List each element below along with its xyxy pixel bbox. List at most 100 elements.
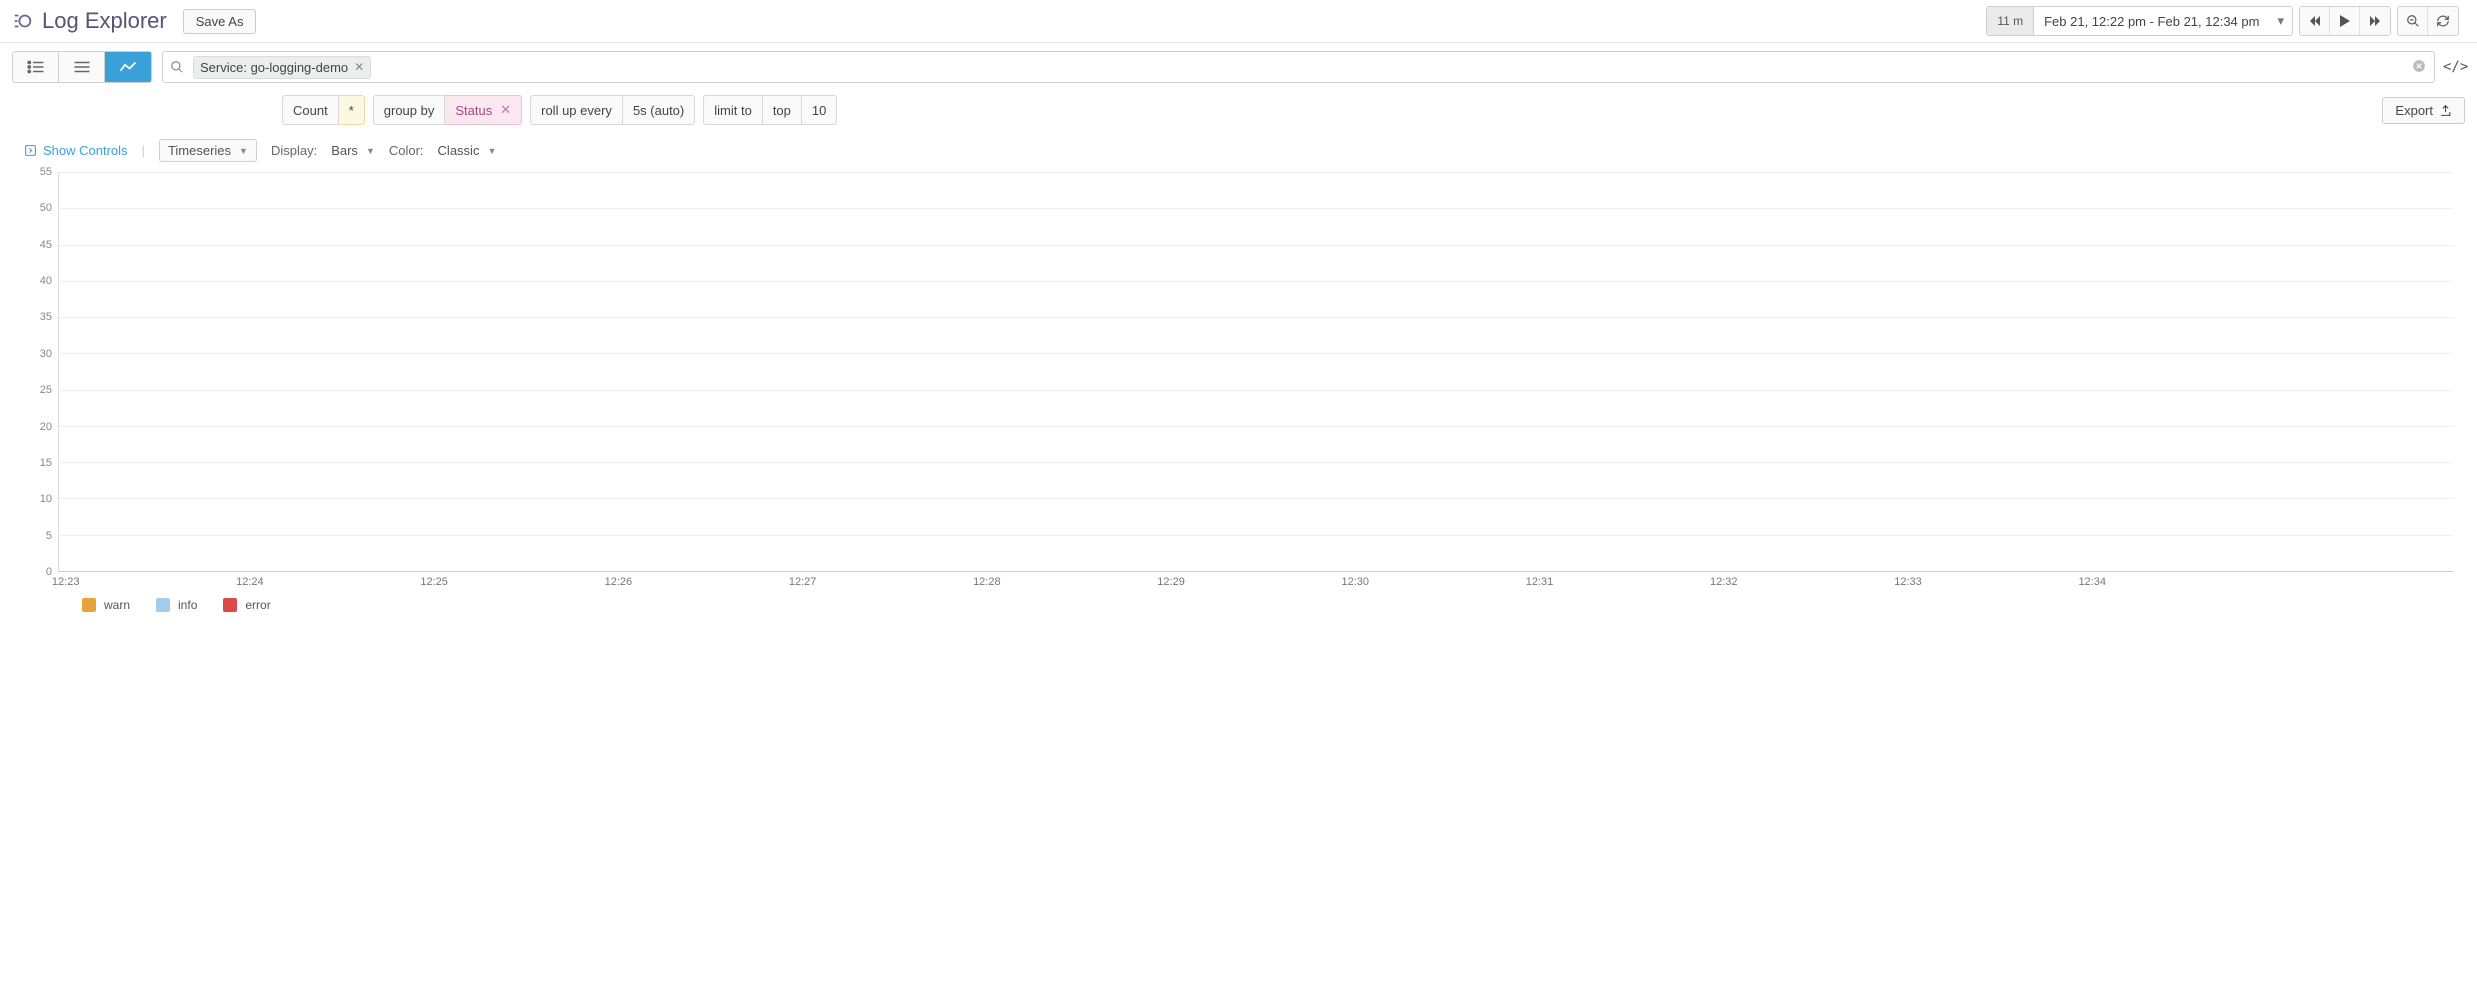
chart-legend: warn info error xyxy=(82,588,2453,632)
y-tick: 40 xyxy=(40,275,52,287)
legend-swatch xyxy=(223,598,237,612)
color-value: Classic xyxy=(438,143,480,158)
x-tick: 12:25 xyxy=(420,576,448,588)
count-pill-group: Count * xyxy=(282,95,365,125)
logo-block: Log Explorer xyxy=(12,8,167,34)
query-toolbar: Service: go-logging-demo ✕ </> xyxy=(0,43,2477,91)
log-explorer-icon xyxy=(12,10,34,32)
code-toggle-button[interactable]: </> xyxy=(2443,59,2465,75)
y-tick: 35 xyxy=(40,311,52,323)
filter-chip-label: Service: go-logging-demo xyxy=(200,60,348,75)
x-tick: 12:28 xyxy=(973,576,1001,588)
search-bar[interactable]: Service: go-logging-demo ✕ xyxy=(162,51,2435,83)
export-icon xyxy=(2439,104,2452,117)
view-compact-list-button[interactable] xyxy=(59,52,105,82)
filter-chip-remove-icon[interactable]: ✕ xyxy=(354,60,364,74)
groupby-value-text: Status xyxy=(455,103,492,118)
clear-search-icon[interactable] xyxy=(2410,59,2428,76)
search-icon xyxy=(169,60,185,74)
count-label-pill[interactable]: Count xyxy=(282,95,339,125)
y-tick: 5 xyxy=(46,530,52,542)
x-tick: 12:30 xyxy=(1342,576,1370,588)
y-tick: 25 xyxy=(40,384,52,396)
limit-dir-pill[interactable]: top xyxy=(763,95,802,125)
time-range-picker[interactable]: 11 m Feb 21, 12:22 pm - Feb 21, 12:34 pm… xyxy=(1986,6,2293,36)
x-tick: 12:29 xyxy=(1157,576,1185,588)
viz-type-value: Timeseries xyxy=(168,143,231,158)
limit-n-pill[interactable]: 10 xyxy=(802,95,837,125)
groupby-label-pill[interactable]: group by xyxy=(373,95,446,125)
time-range-text: Feb 21, 12:22 pm - Feb 21, 12:34 pm xyxy=(2034,14,2269,29)
export-button[interactable]: Export xyxy=(2382,97,2465,124)
x-tick: 12:27 xyxy=(789,576,817,588)
y-tick: 45 xyxy=(40,239,52,251)
x-tick: 12:24 xyxy=(236,576,264,588)
viz-type-select[interactable]: Timeseries ▼ xyxy=(159,139,257,162)
display-select[interactable]: Bars ▼ xyxy=(331,143,375,158)
expand-icon xyxy=(24,144,37,157)
x-tick: 12:31 xyxy=(1526,576,1554,588)
top-header: Log Explorer Save As 11 m Feb 21, 12:22 … xyxy=(0,0,2477,43)
zoom-out-button[interactable] xyxy=(2398,7,2428,35)
chart-container: 0510152025303540455055 12:2312:2412:2512… xyxy=(0,172,2477,642)
time-duration-badge: 11 m xyxy=(1987,7,2034,35)
show-controls-text: Show Controls xyxy=(43,143,128,158)
save-as-button[interactable]: Save As xyxy=(183,9,257,34)
rollup-label-pill[interactable]: roll up every xyxy=(530,95,623,125)
y-axis: 0510152025303540455055 xyxy=(24,172,58,572)
page-title: Log Explorer xyxy=(42,8,167,34)
legend-label: info xyxy=(178,598,197,612)
legend-label: warn xyxy=(104,598,130,612)
limit-label-pill[interactable]: limit to xyxy=(703,95,763,125)
display-value: Bars xyxy=(331,143,358,158)
chevron-down-icon: ▼ xyxy=(366,146,375,156)
view-toggle-group xyxy=(12,51,152,83)
time-step-back-button[interactable] xyxy=(2300,7,2330,35)
count-value-pill[interactable]: * xyxy=(339,95,365,125)
color-label: Color: xyxy=(389,143,424,158)
x-axis: 12:2312:2412:2512:2612:2712:2812:2912:30… xyxy=(58,572,2453,588)
export-label: Export xyxy=(2395,103,2433,118)
aggregation-row: Count * group by Status ✕ roll up every … xyxy=(0,91,2477,135)
x-tick: 12:33 xyxy=(1894,576,1922,588)
legend-item-warn[interactable]: warn xyxy=(82,598,130,612)
rollup-value-pill[interactable]: 5s (auto) xyxy=(623,95,695,125)
x-tick: 12:34 xyxy=(2078,576,2106,588)
y-tick: 15 xyxy=(40,457,52,469)
y-tick: 55 xyxy=(40,166,52,178)
x-tick: 12:32 xyxy=(1710,576,1738,588)
y-tick: 50 xyxy=(40,202,52,214)
chevron-down-icon: ▼ xyxy=(487,146,496,156)
chart-config-row: Show Controls | Timeseries ▼ Display: Ba… xyxy=(0,135,2477,172)
bars-layer xyxy=(59,172,2453,571)
time-play-button[interactable] xyxy=(2330,7,2360,35)
color-select[interactable]: Classic ▼ xyxy=(438,143,497,158)
x-tick: 12:23 xyxy=(52,576,80,588)
view-list-button[interactable] xyxy=(13,52,59,82)
chevron-down-icon: ▼ xyxy=(239,146,248,156)
time-nav-group xyxy=(2299,6,2391,36)
limit-pill-group: limit to top 10 xyxy=(703,95,837,125)
y-tick: 10 xyxy=(40,493,52,505)
rollup-pill-group: roll up every 5s (auto) xyxy=(530,95,695,125)
refresh-button[interactable] xyxy=(2428,7,2458,35)
chart-area: 0510152025303540455055 xyxy=(24,172,2453,572)
zoom-refresh-group xyxy=(2397,6,2459,36)
legend-item-info[interactable]: info xyxy=(156,598,197,612)
y-tick: 30 xyxy=(40,348,52,360)
chart-plot[interactable] xyxy=(58,172,2453,572)
legend-item-error[interactable]: error xyxy=(223,598,270,612)
legend-swatch xyxy=(156,598,170,612)
legend-swatch xyxy=(82,598,96,612)
groupby-pill-group: group by Status ✕ xyxy=(373,95,522,125)
filter-chip-service[interactable]: Service: go-logging-demo ✕ xyxy=(193,56,371,79)
groupby-remove-icon[interactable]: ✕ xyxy=(500,102,511,118)
x-tick: 12:26 xyxy=(605,576,633,588)
time-step-forward-button[interactable] xyxy=(2360,7,2390,35)
view-timeseries-button[interactable] xyxy=(105,52,151,82)
display-label: Display: xyxy=(271,143,317,158)
groupby-value-pill[interactable]: Status ✕ xyxy=(445,95,522,125)
show-controls-link[interactable]: Show Controls xyxy=(24,143,128,158)
time-range-caret-icon[interactable]: ▾ xyxy=(2269,13,2292,29)
y-tick: 20 xyxy=(40,421,52,433)
